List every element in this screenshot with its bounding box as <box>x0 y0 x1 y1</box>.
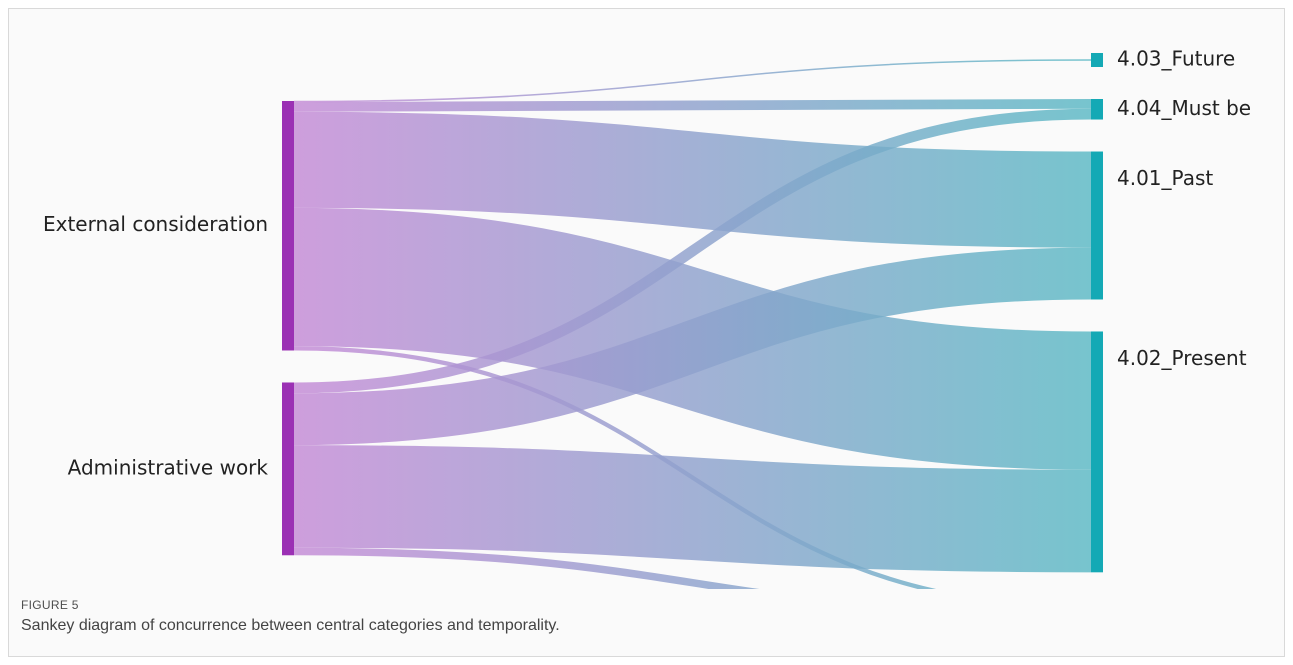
figure-frame: External consideration Administrative wor… <box>8 8 1285 657</box>
target-label-past: 4.01_Past <box>1117 166 1213 190</box>
figure-number: FIGURE 5 <box>21 598 79 612</box>
source-label-ext: External consideration <box>43 212 268 236</box>
target-label-pres: 4.02_Present <box>1117 346 1247 370</box>
source-label-adm: Administrative work <box>68 455 269 479</box>
target-label-must: 4.04_Must be <box>1117 96 1251 120</box>
sankey-diagram: External consideration Administrative wor… <box>43 47 1251 589</box>
target-label-fut: 4.03_Future <box>1117 47 1235 71</box>
link-adm-pres <box>293 445 1092 573</box>
target-node-past <box>1091 151 1103 300</box>
source-node-adm <box>282 382 294 556</box>
links-layer <box>293 59 1092 589</box>
link-adm-past <box>293 247 1092 446</box>
labels-layer: External consideration Administrative wor… <box>43 47 1251 480</box>
link-ext-must <box>293 99 1092 112</box>
target-node-pres <box>1091 331 1103 573</box>
source-node-ext <box>282 101 294 351</box>
figure-caption: Sankey diagram of concurrence between ce… <box>21 617 560 634</box>
link-adm-must <box>293 108 1092 394</box>
link-ext-past <box>293 111 1092 248</box>
link-ext-fut <box>293 59 1092 103</box>
nodes-layer <box>282 53 1103 573</box>
target-node-fut <box>1091 53 1103 67</box>
target-node-must <box>1091 99 1103 120</box>
link-adm-rem <box>293 547 760 589</box>
